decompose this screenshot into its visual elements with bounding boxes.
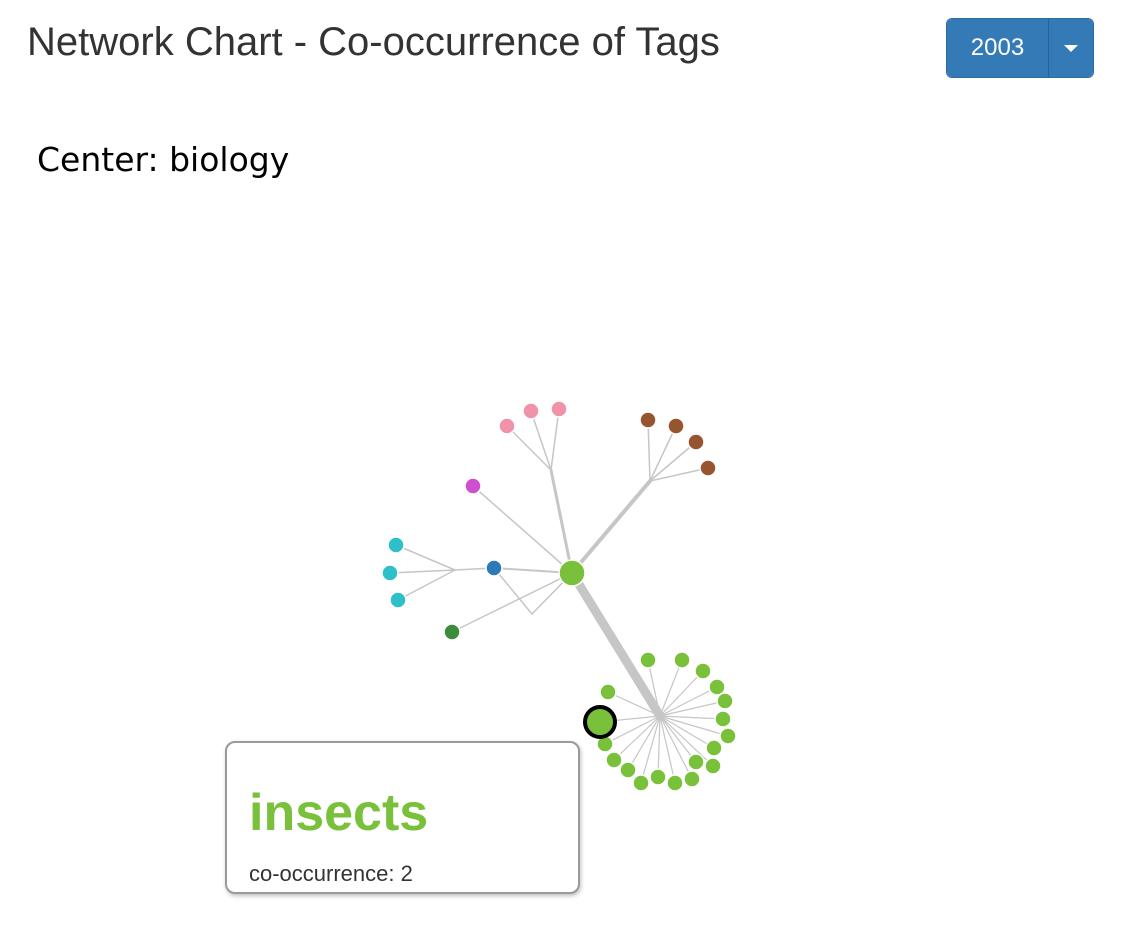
tag-node-darkgreen[interactable] [443,623,461,641]
link-green-leaf [647,659,661,717]
tag-node-green[interactable] [708,678,726,696]
tag-node-insects-highlighted[interactable] [583,705,617,739]
link-center-magenta [472,485,573,574]
tag-node-green[interactable] [599,683,617,701]
link-green-leaf [613,715,661,761]
link-cyan-leaf [389,569,456,574]
network-links [389,408,729,784]
year-button[interactable]: 2003 [947,19,1048,77]
caret-down-icon [1064,44,1078,52]
link-pink-leaf [530,410,552,471]
tag-node-brown[interactable] [699,459,717,477]
link-center-pink-hub [549,468,574,575]
tag-node-green[interactable] [716,692,734,710]
tag-node-green[interactable] [694,662,712,680]
link-pink-leaf [506,425,552,471]
link-cyan-leaf [397,569,456,601]
link-center-darkgreen [451,572,573,633]
year-dropdown[interactable]: 2003 [946,18,1094,78]
network-nodes [381,400,737,792]
tag-node-pink[interactable] [498,417,516,435]
link-green-leaf [640,715,661,784]
link-brown-leaf [649,425,677,482]
page-title: Network Chart - Co-occurrence of Tags [27,20,720,64]
tag-node-green[interactable] [673,651,691,669]
link-green-leaf [659,686,718,717]
link-green-leaf [627,715,661,771]
link-green-leaf [659,715,724,720]
link-green-leaf [659,715,714,767]
tag-node-cyan[interactable] [381,564,399,582]
center-node-biology[interactable] [558,559,586,587]
link-green-leaf [659,715,715,749]
tag-node-pink[interactable] [522,402,540,420]
link-green-leaf [659,715,729,737]
tag-node-green[interactable] [719,727,737,745]
tag-node-green[interactable] [705,739,723,757]
tag-node-green[interactable] [666,774,684,792]
tag-node-green[interactable] [687,753,705,771]
link-pink-leaf [550,408,560,471]
center-label: Center: biology [37,140,290,179]
tooltip-node-name: insects [249,784,429,842]
tag-node-green[interactable] [714,710,732,728]
link-brown-leaf [649,441,697,482]
tag-node-green[interactable] [605,751,623,769]
link-green-leaf [659,700,726,717]
tooltip-co-occurrence: co-occurrence: 2 [249,861,413,886]
link-green-leaf [659,715,676,784]
tag-node-pink[interactable] [550,400,568,418]
link-green-leaf [607,691,661,717]
tag-node-green[interactable] [639,651,657,669]
link-elbow-blue [493,567,533,615]
link-green-leaf [604,715,661,745]
tag-node-green[interactable] [632,774,650,792]
tag-node-blue[interactable] [485,559,503,577]
tag-node-green[interactable] [619,761,637,779]
node-tooltip: insects co-occurrence: 2 [225,741,580,894]
tag-node-brown[interactable] [687,433,705,451]
tag-node-brown[interactable] [639,411,657,429]
tag-node-green[interactable] [683,770,701,788]
tag-node-cyan[interactable] [387,536,405,554]
link-green-leaf [659,670,704,717]
tag-node-brown[interactable] [667,417,685,435]
year-dropdown-toggle[interactable] [1048,19,1093,77]
tag-node-green[interactable] [649,768,667,786]
link-brown-leaf [647,419,651,482]
link-green-leaf [659,715,697,763]
link-cyan-leaf [395,544,456,571]
tag-node-cyan[interactable] [389,591,407,609]
link-center-green-hub [567,568,665,721]
link-green-leaf [659,715,693,780]
link-green-leaf [659,659,683,717]
tag-node-magenta[interactable] [464,477,482,495]
link-green-leaf [657,715,661,778]
tag-node-green[interactable] [704,757,722,775]
link-brown-leaf [649,467,709,482]
link-center-brown-hub [570,479,652,575]
